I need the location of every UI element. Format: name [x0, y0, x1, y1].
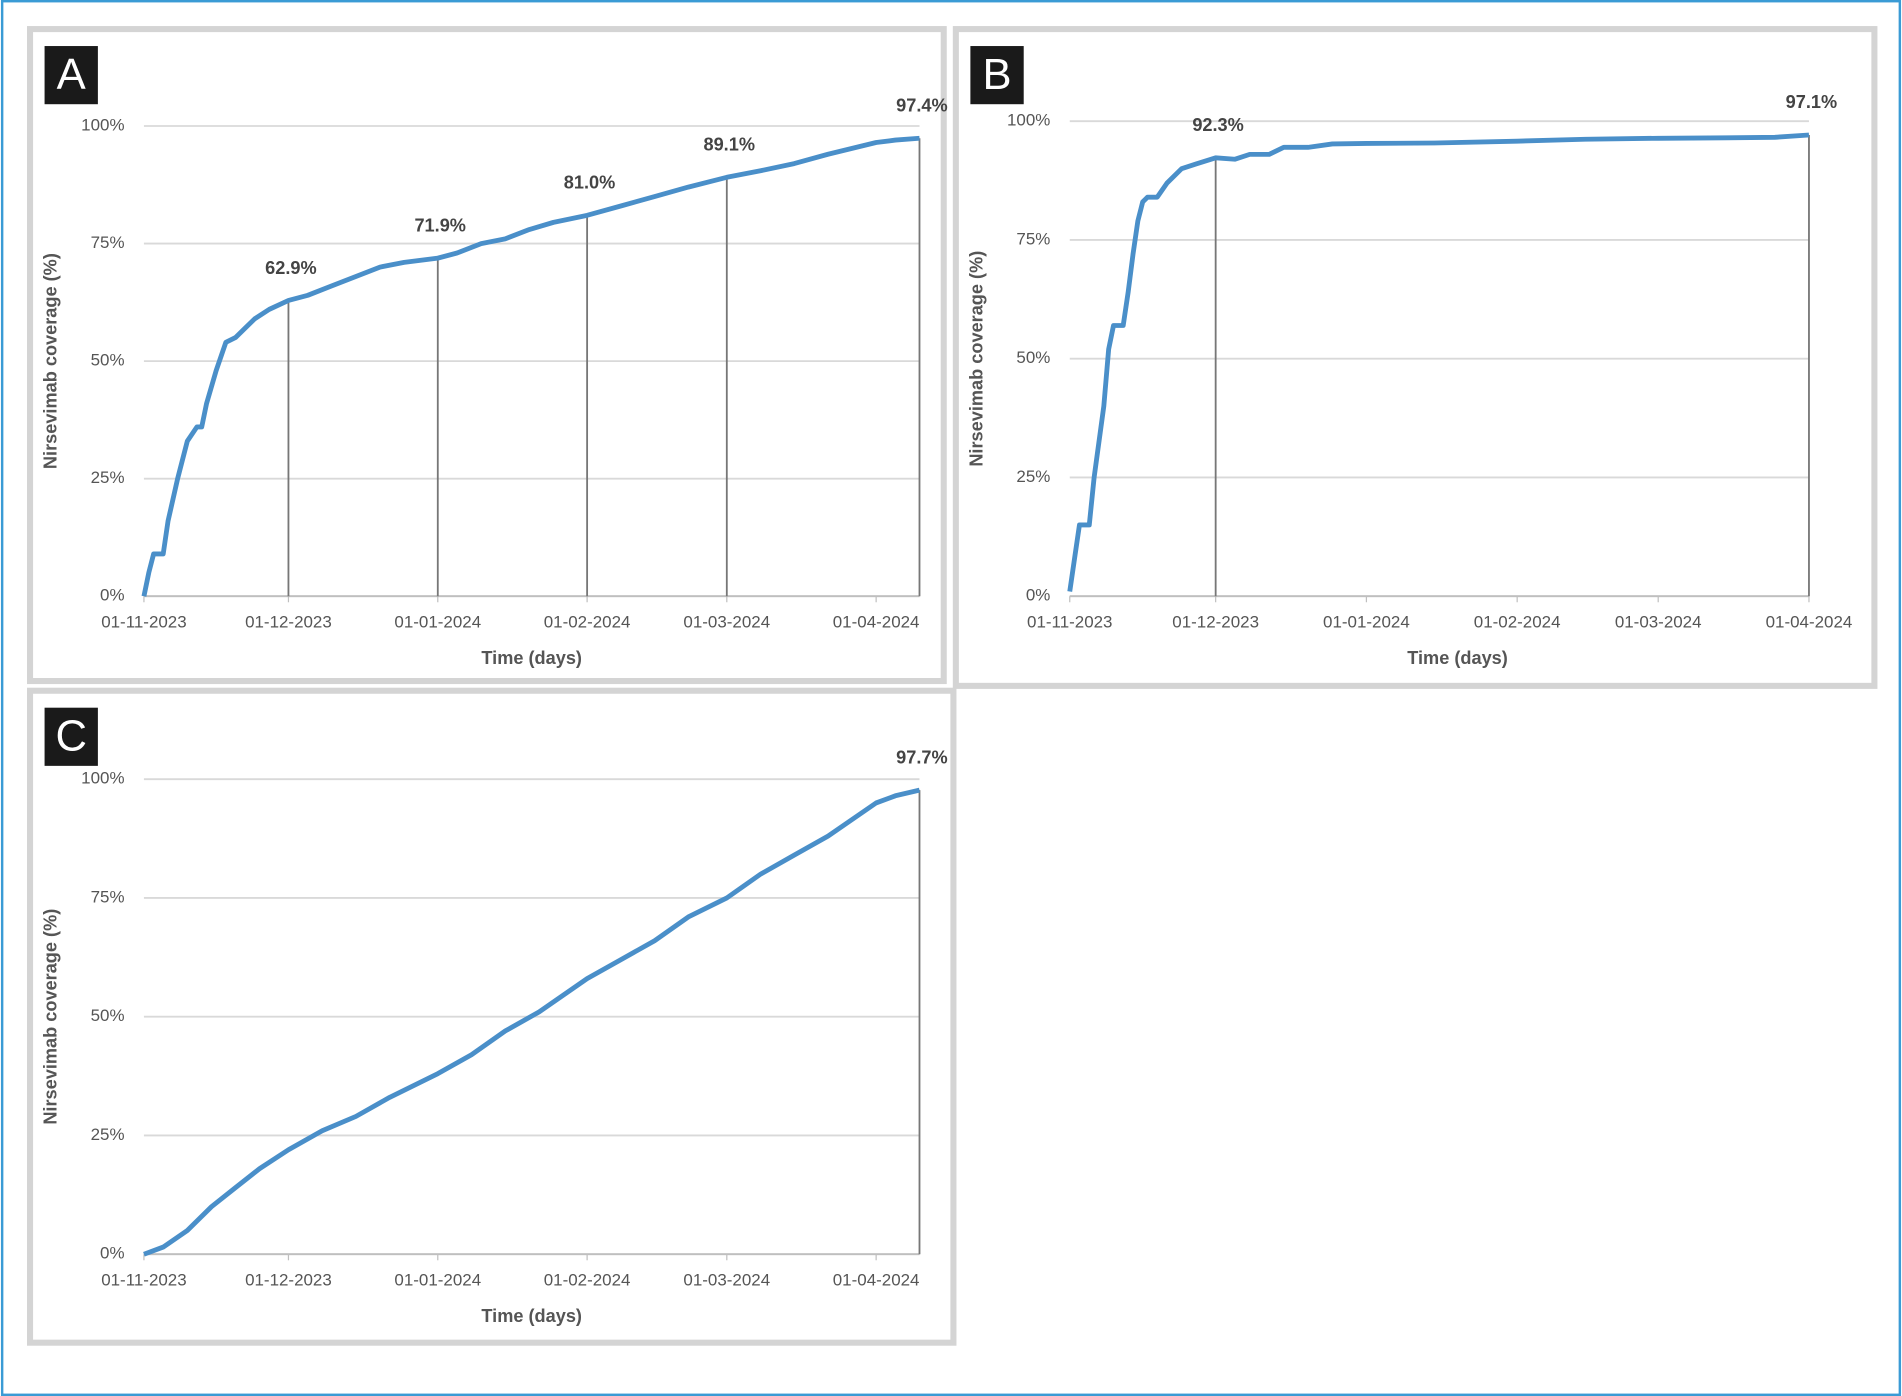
- annotation-label: 81.0%: [564, 173, 615, 193]
- y-axis-title: Nirsevimab coverage (%): [41, 909, 61, 1125]
- x-tick-label: 01-04-2024: [833, 1270, 920, 1289]
- x-tick-label: 01-01-2024: [394, 612, 481, 631]
- coverage-line: [143, 787, 921, 1257]
- panel-letter-box: [44, 707, 98, 766]
- x-tick-label: 01-02-2024: [544, 612, 631, 631]
- annotation-label: 97.1%: [1786, 92, 1837, 112]
- annotation-label: 62.9%: [265, 258, 316, 278]
- x-axis-title: Time (days): [481, 1306, 582, 1326]
- y-tick-label: 0%: [1026, 586, 1051, 605]
- panel-letter: C: [55, 713, 87, 761]
- x-tick-label: 01-02-2024: [1474, 612, 1561, 631]
- y-tick-label: 100%: [81, 116, 124, 135]
- coverage-line: [1067, 132, 1810, 592]
- panel-box: [26, 26, 947, 685]
- y-tick-label: 75%: [1016, 229, 1050, 248]
- x-tick-label: 01-12-2023: [1172, 612, 1259, 631]
- panel-letter-box: [970, 46, 1024, 105]
- x-tick-label: 01-04-2024: [1766, 612, 1853, 631]
- x-tick-label: 01-12-2023: [245, 1270, 332, 1289]
- x-tick-label: 01-12-2023: [245, 612, 332, 631]
- coverage-line: [141, 135, 920, 597]
- annotation-label: 71.9%: [414, 215, 465, 235]
- x-tick-label: 01-04-2024: [833, 612, 920, 631]
- y-tick-label: 100%: [81, 769, 124, 788]
- x-tick-label: 01-11-2023: [1027, 612, 1112, 631]
- x-tick-label: 01-11-2023: [101, 612, 186, 631]
- y-tick-label: 75%: [91, 233, 125, 252]
- y-tick-label: 50%: [91, 351, 125, 370]
- panel-letter-box: [44, 46, 98, 105]
- x-tick-label: 01-01-2024: [394, 1270, 481, 1289]
- y-tick-label: 25%: [91, 468, 125, 487]
- annotation-label: 92.3%: [1192, 115, 1243, 135]
- x-axis-title: Time (days): [481, 648, 582, 668]
- annotation-label: 97.7%: [896, 747, 947, 767]
- panel-letter: A: [57, 51, 86, 99]
- y-tick-label: 0%: [100, 1244, 125, 1263]
- panel-letter: B: [983, 51, 1012, 99]
- y-axis-title: Nirsevimab coverage (%): [966, 251, 986, 467]
- x-tick-label: 01-03-2024: [683, 612, 770, 631]
- annotation-label: 97.4%: [896, 96, 947, 116]
- x-tick-label: 01-03-2024: [683, 1270, 770, 1289]
- y-tick-label: 75%: [91, 887, 125, 906]
- x-tick-label: 01-03-2024: [1615, 612, 1702, 631]
- panel-box: [952, 26, 1878, 689]
- x-tick-label: 01-02-2024: [544, 1270, 631, 1289]
- y-tick-label: 50%: [1016, 348, 1050, 367]
- y-tick-label: 0%: [100, 586, 125, 605]
- y-tick-label: 25%: [91, 1125, 125, 1144]
- x-tick-label: 01-11-2023: [101, 1270, 186, 1289]
- x-axis-title: Time (days): [1407, 648, 1508, 668]
- y-tick-label: 100%: [1007, 111, 1050, 130]
- y-tick-label: 25%: [1016, 467, 1050, 486]
- y-tick-label: 50%: [91, 1006, 125, 1025]
- annotation-label: 89.1%: [703, 135, 754, 155]
- x-tick-label: 01-01-2024: [1323, 612, 1410, 631]
- y-axis-title: Nirsevimab coverage (%): [41, 253, 61, 469]
